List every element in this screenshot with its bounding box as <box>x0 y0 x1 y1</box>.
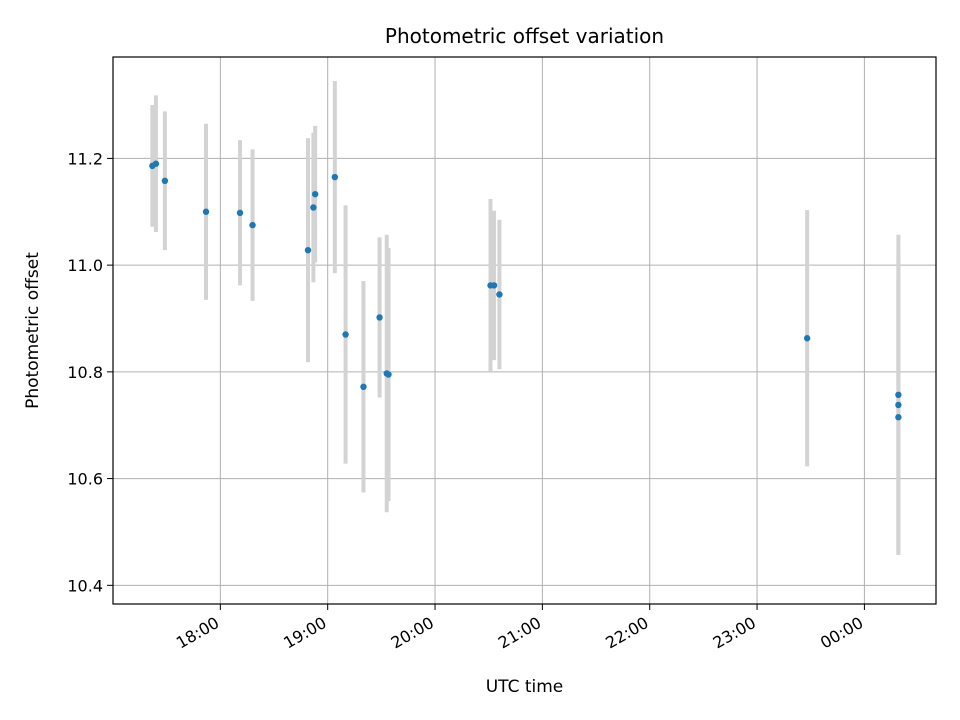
data-point <box>310 204 317 211</box>
data-point <box>803 335 811 342</box>
y-tick-label: 10.6 <box>67 470 103 489</box>
data-point <box>202 208 210 215</box>
data-point <box>236 209 244 217</box>
data-point <box>376 314 383 321</box>
y-tick-label: 11.2 <box>67 149 103 168</box>
x-axis-title: UTC time <box>486 677 564 697</box>
data-point <box>152 160 160 167</box>
data-points <box>149 160 902 421</box>
grid-lines <box>113 57 936 604</box>
y-tick-label: 10.4 <box>67 576 103 595</box>
data-point <box>490 282 498 289</box>
y-axis-ticks: 10.4 10.6 10.8 11.0 11.2 <box>67 149 113 595</box>
data-point <box>161 177 169 185</box>
data-point <box>895 414 902 421</box>
data-point <box>360 383 367 391</box>
chart-title: Photometric offset variation <box>385 24 664 48</box>
data-point <box>304 246 312 254</box>
data-point <box>385 371 392 378</box>
plot-frame <box>112 56 937 605</box>
data-point <box>249 221 256 229</box>
data-point <box>895 391 902 399</box>
y-tick-label: 10.8 <box>67 363 103 382</box>
data-point <box>331 173 339 181</box>
data-point <box>311 190 319 198</box>
y-axis-title: Photometric offset <box>23 252 43 409</box>
data-point <box>496 291 503 298</box>
y-tick-label: 11.0 <box>67 256 103 275</box>
data-point <box>342 331 349 338</box>
data-point <box>895 401 902 409</box>
